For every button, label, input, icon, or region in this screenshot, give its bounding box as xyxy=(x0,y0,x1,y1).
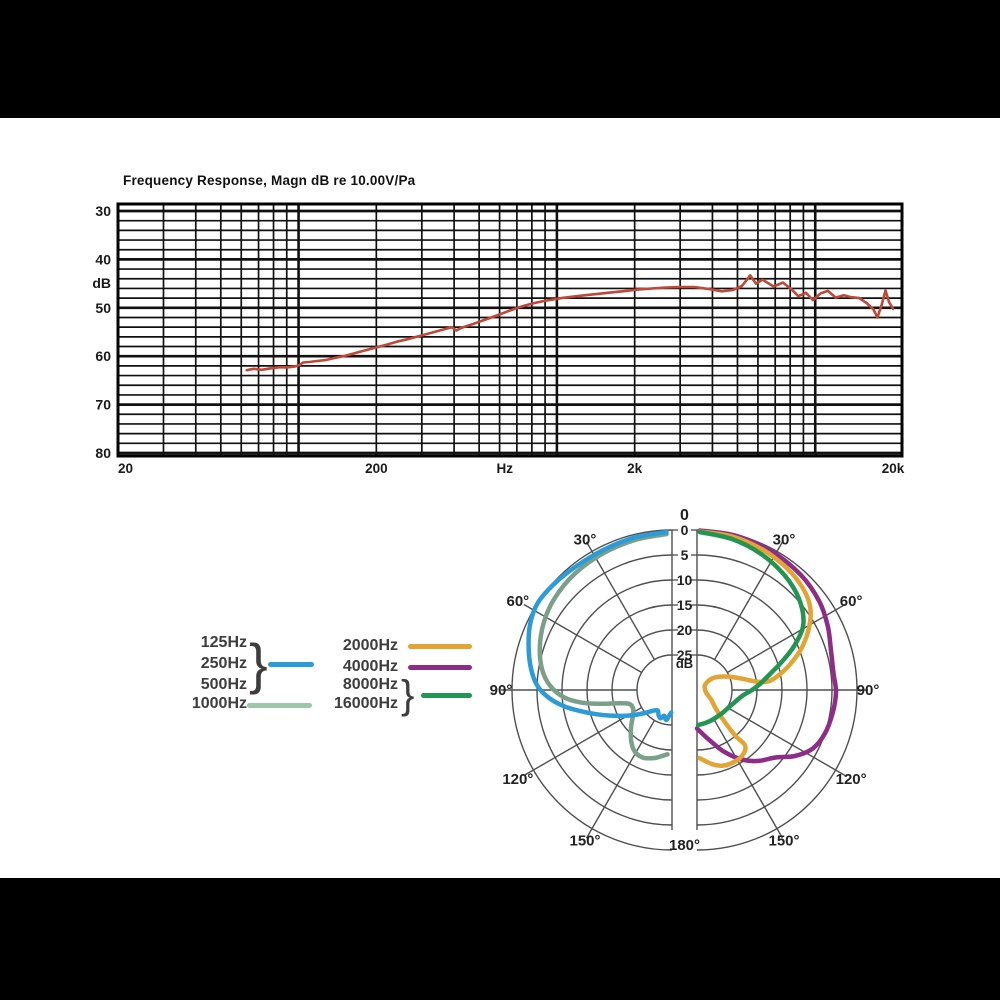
frequency-response-grid xyxy=(116,202,904,458)
polar-ring-right xyxy=(696,654,733,726)
polar-angle-label-right: 60° xyxy=(840,593,863,610)
fr-ytick-label: 30 xyxy=(95,203,111,219)
polar-pattern-curves xyxy=(526,528,839,768)
fr-y-unit-label: dB xyxy=(92,275,111,291)
polar-angle-label-left: 120° xyxy=(502,771,533,788)
polar-scale-label: 15 xyxy=(677,597,693,613)
fr-ytick-label: 80 xyxy=(95,445,111,461)
fr-xtick-label: Hz xyxy=(496,461,513,476)
polar-scale-label: 20 xyxy=(677,622,693,638)
polar-angle-label-left: 150° xyxy=(569,833,600,850)
polar-scale-label: 10 xyxy=(677,572,693,588)
polar-series-8000-16000hz xyxy=(695,529,806,728)
polar-spoke xyxy=(585,719,656,839)
chart-page: Frequency Response, Magn dB re 10.00V/Pa… xyxy=(0,118,1000,878)
polar-angle-label-right: 90° xyxy=(857,682,880,699)
polar-angle-label-right: 30° xyxy=(773,531,796,548)
polar-pattern-grid xyxy=(501,529,868,851)
fr-curve-path xyxy=(245,274,895,372)
polar-spoke xyxy=(523,706,643,777)
polar-angle-label-right: 120° xyxy=(836,771,867,788)
fr-xtick-label: 200 xyxy=(365,461,388,476)
polar-angle-label-0: 0 xyxy=(680,507,689,524)
polar-angle-label-right: 150° xyxy=(768,833,799,850)
polar-spoke xyxy=(726,706,846,777)
polar-scale-label: 5 xyxy=(681,547,689,563)
polar-scale-label: 25 xyxy=(677,647,693,663)
polar-angle-label-left: 90° xyxy=(490,682,513,699)
polar-series-1000hz xyxy=(537,531,670,761)
fr-ytick-label: 70 xyxy=(95,397,111,413)
fr-ytick-label: 40 xyxy=(95,251,111,267)
polar-spoke xyxy=(585,541,656,661)
fr-xtick-label: 2k xyxy=(627,461,643,476)
polar-series-2000hz xyxy=(697,529,813,768)
polar-db-unit-label: dB xyxy=(676,656,693,671)
polar-spoke xyxy=(713,541,784,661)
frequency-response-curve xyxy=(245,274,895,372)
polar-spoke xyxy=(523,603,643,674)
polar-spoke xyxy=(726,603,846,674)
fr-xtick-label: 20 xyxy=(118,461,133,476)
polar-spoke xyxy=(713,719,784,839)
polar-series-125-500hz xyxy=(526,529,674,723)
polar-angle-label-left: 60° xyxy=(507,593,530,610)
fr-xtick-label: 20k xyxy=(882,461,905,476)
polar-ring-left xyxy=(636,654,673,726)
fr-frame xyxy=(116,202,904,458)
fr-ytick-label: 50 xyxy=(95,300,111,316)
polar-angle-label-left: 30° xyxy=(574,531,597,548)
polar-scale-label: 0 xyxy=(681,522,689,538)
polar-angle-label-180: 180° xyxy=(669,837,700,854)
frequency-response-title: Frequency Response, Magn dB re 10.00V/Pa xyxy=(123,173,416,188)
polar-series-4000hz xyxy=(694,528,839,764)
fr-ytick-label: 60 xyxy=(95,348,111,364)
frequency-response-axis-labels: 30 40 50 60 70 80 dB 20 200 Hz 2k 20k xyxy=(92,203,904,476)
